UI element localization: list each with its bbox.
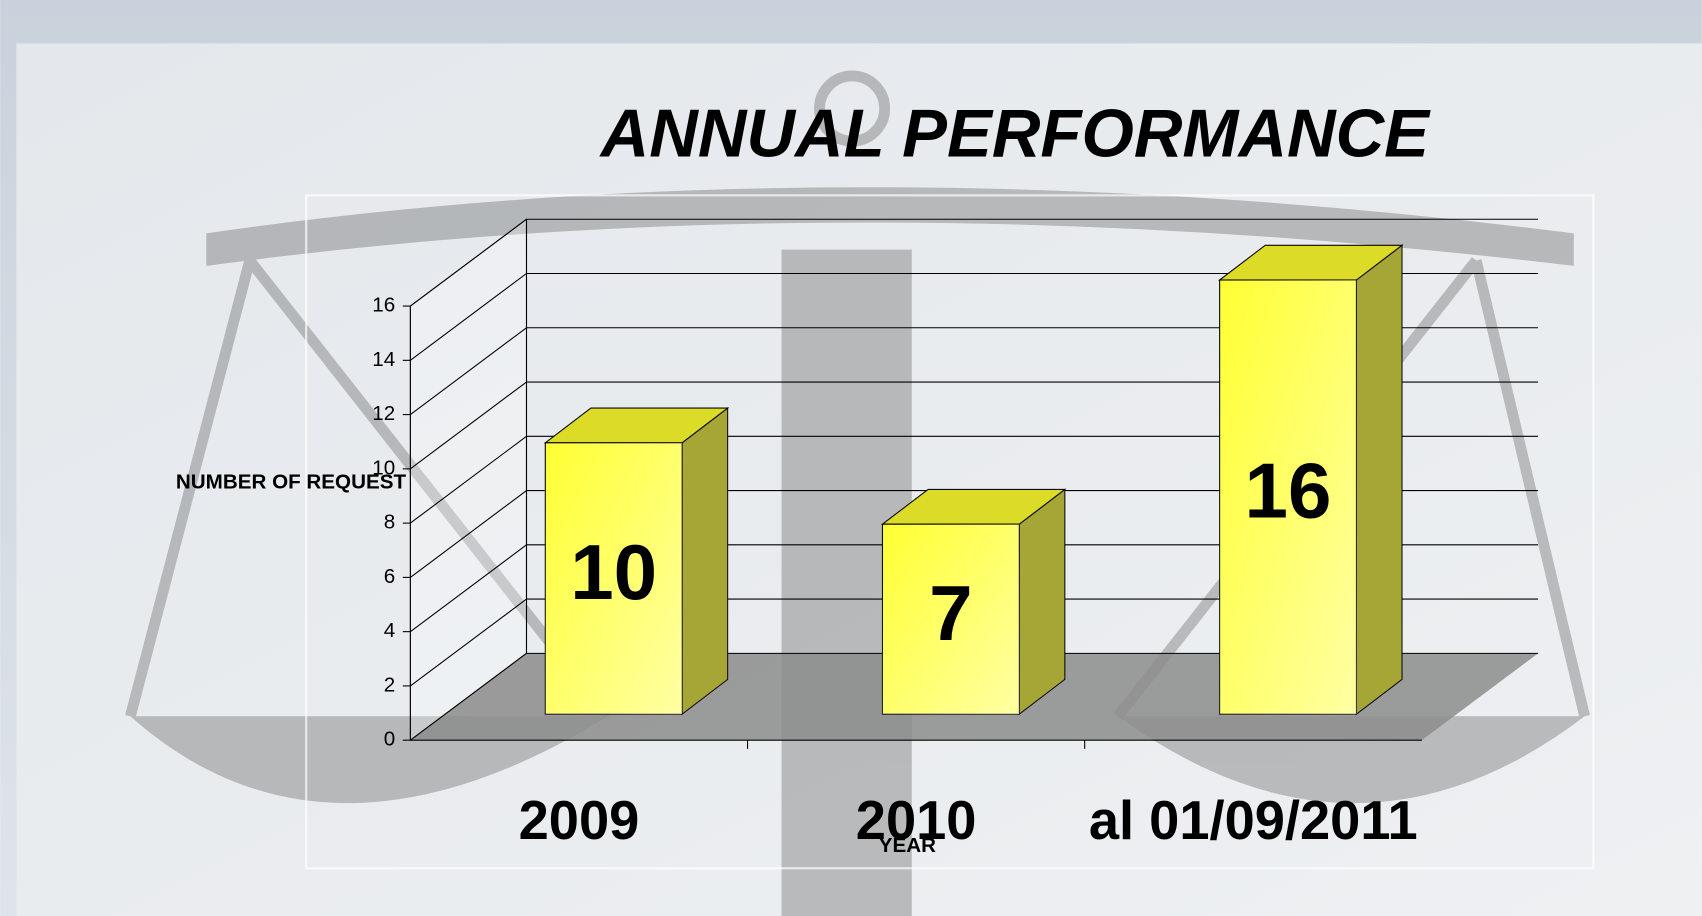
bar-side-shade — [1356, 245, 1402, 714]
y-tick-label: 16 — [372, 294, 395, 317]
y-tick-label: 2 — [384, 673, 395, 696]
y-tick-label: 12 — [372, 402, 395, 425]
x-tick-label: al 01/09/2011 — [1089, 791, 1418, 851]
y-tick-label: 10 — [372, 456, 395, 479]
y-tick-label: 14 — [372, 348, 395, 371]
chart-title: ANNUAL PERFORMANCE — [599, 97, 1432, 172]
y-tick-label: 8 — [384, 511, 395, 534]
y-tick-label: 0 — [384, 728, 395, 751]
value-label: 7 — [929, 569, 972, 657]
value-label: 16 — [1245, 447, 1332, 535]
bar-side-shade — [682, 408, 728, 714]
y-tick-label: 6 — [384, 565, 395, 588]
x-tick-label: 2009 — [519, 791, 640, 851]
bar-side-shade — [1019, 489, 1065, 714]
slide: ANNUAL PERFORMANCE NUMBER OF REQUEST 024… — [0, 0, 1702, 916]
y-tick-label: 4 — [384, 619, 395, 642]
x-axis-label: YEAR — [879, 834, 936, 857]
bar — [882, 489, 1064, 714]
value-label: 10 — [570, 528, 657, 616]
